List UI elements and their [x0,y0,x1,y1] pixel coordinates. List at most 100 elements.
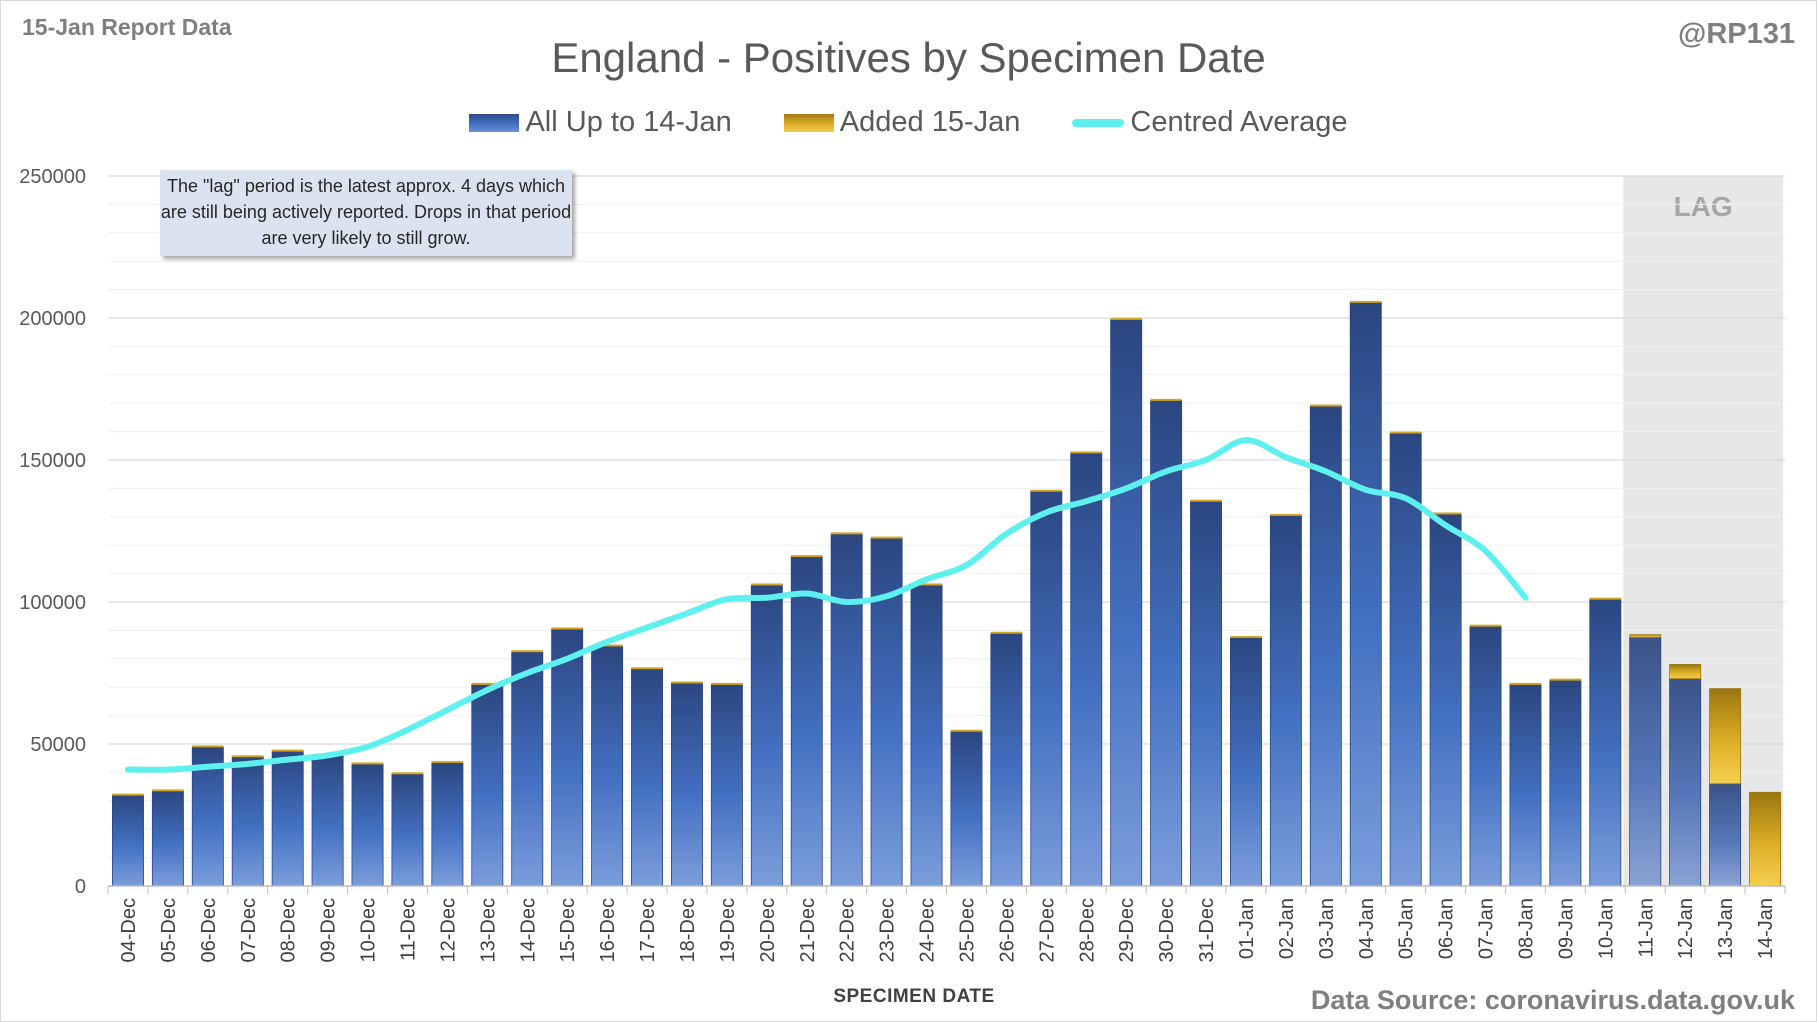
x-tick-label: 19-Dec [717,898,739,962]
bar-all-24-Dec [910,584,943,887]
legend-item-added: Added 15-Jan [783,106,1021,139]
x-tick-label: 04-Dec [118,898,140,962]
bar-all-13-Dec [471,683,504,887]
bar-all-29-Dec [1110,319,1143,887]
bar-all-22-Dec [830,533,863,887]
data-source-label: Data Source: coronavirus.data.gov.uk [1310,985,1795,1015]
bar-added-26-Dec [990,631,1022,634]
x-tick-label: 08-Dec [278,898,300,962]
x-tick-label: 21-Dec [797,898,819,962]
x-tick-label: 05-Dec [158,898,180,962]
bar-all-11-Dec [391,773,424,887]
bar-added-01-Jan [1230,636,1262,638]
bar-added-22-Dec [831,532,863,535]
x-tick-label: 23-Dec [877,898,899,962]
bar-added-07-Dec [232,755,264,758]
x-tick-label: 11-Dec [397,898,419,961]
bar-added-05-Jan [1390,431,1422,434]
x-tick-label: 29-Dec [1116,898,1138,962]
bar-all-05-Jan [1389,432,1422,887]
bar-all-11-Jan [1629,637,1662,887]
bar-added-03-Jan [1310,404,1342,407]
bar-added-14-Dec [511,650,543,653]
bar-all-08-Dec [271,750,304,887]
bar-all-10-Dec [351,763,384,887]
bar-all-27-Dec [1030,490,1063,887]
bar-added-06-Jan [1430,512,1462,515]
x-tick-label: 06-Jan [1436,898,1458,959]
x-tick-label: 30-Dec [1156,898,1178,962]
x-tick-label: 07-Jan [1476,898,1498,959]
bar-all-13-Jan [1709,783,1742,887]
bar-added-11-Jan [1629,634,1662,638]
bar-added-13-Jan [1709,688,1742,785]
bar-all-02-Jan [1269,514,1302,887]
lag-note-box: The "lag" period is the latest approx. 4… [160,170,572,256]
x-tick-label: 26-Dec [996,898,1018,962]
x-tick-label: 25-Dec [956,898,978,962]
bar-added-15-Dec [551,627,583,630]
y-tick-label: 100000 [19,592,86,614]
x-tick-label: 12-Dec [437,898,459,962]
bar-all-12-Dec [431,762,464,887]
y-tick-label: 50000 [30,734,86,756]
x-tick-label: 07-Dec [238,898,260,962]
bar-added-02-Jan [1270,513,1302,516]
bar-all-09-Dec [311,754,344,887]
x-tick-label: 05-Jan [1396,898,1418,959]
bar-all-17-Dec [631,668,664,887]
legend-label-added: Added 15-Jan [839,106,1021,138]
bar-all-09-Jan [1549,679,1582,887]
chart-legend: All Up to 14-Jan Added 15-Jan Centred Av… [0,106,1817,139]
legend-swatch-blue [469,113,520,132]
x-tick-label: 01-Jan [1236,898,1258,959]
centred-average-line [125,437,1529,773]
bar-all-04-Jan [1349,301,1382,887]
y-tick-label: 150000 [19,450,86,472]
x-tick-label: 11-Jan [1635,898,1657,958]
legend-item-all: All Up to 14-Jan [469,106,732,139]
bar-added-30-Dec [1150,398,1182,401]
legend-swatch-line [1072,118,1125,127]
x-tick-label: 14-Jan [1755,898,1777,959]
x-tick-label: 16-Dec [597,898,619,962]
legend-swatch-gold [783,113,834,132]
bar-added-21-Dec [791,555,823,558]
x-tick-label: 14-Dec [517,898,539,962]
bar-all-21-Dec [790,556,823,887]
x-tick-label: 24-Dec [917,898,939,962]
x-tick-label: 15-Dec [557,898,579,962]
bar-all-30-Dec [1150,399,1183,887]
x-tick-label: 04-Jan [1356,898,1378,959]
bar-added-04-Dec [112,793,144,796]
bar-all-12-Jan [1669,678,1702,887]
bar-added-24-Dec [910,583,943,586]
bar-added-23-Dec [871,536,903,539]
legend-label-all: All Up to 14-Jan [525,106,732,138]
bar-added-12-Jan [1669,664,1702,680]
legend-label-average: Centred Average [1130,106,1348,138]
lag-label: LAG [1674,191,1733,222]
x-tick-label: 22-Dec [837,898,859,962]
bar-added-09-Jan [1549,678,1581,681]
bar-added-11-Dec [391,772,424,775]
x-tick-label: 06-Dec [198,898,220,962]
y-tick-label: 250000 [19,166,86,188]
bar-added-16-Dec [591,644,623,647]
bar-all-28-Dec [1070,452,1103,887]
bar-all-01-Jan [1229,637,1262,887]
bar-all-31-Dec [1190,500,1223,887]
bar-added-29-Dec [1110,317,1142,320]
bar-all-05-Dec [151,790,184,887]
x-tick-label: 13-Dec [477,898,499,962]
bar-added-27-Dec [1030,489,1062,492]
bar-all-14-Dec [511,651,544,887]
x-tick-label: 09-Jan [1555,898,1577,959]
bar-added-20-Dec [751,583,783,586]
bar-all-06-Jan [1429,513,1462,887]
bar-all-07-Dec [231,756,264,887]
x-tick-label: 28-Dec [1076,898,1098,962]
bar-added-19-Dec [711,682,743,685]
report-date-label: 15-Jan Report Data [22,14,232,40]
